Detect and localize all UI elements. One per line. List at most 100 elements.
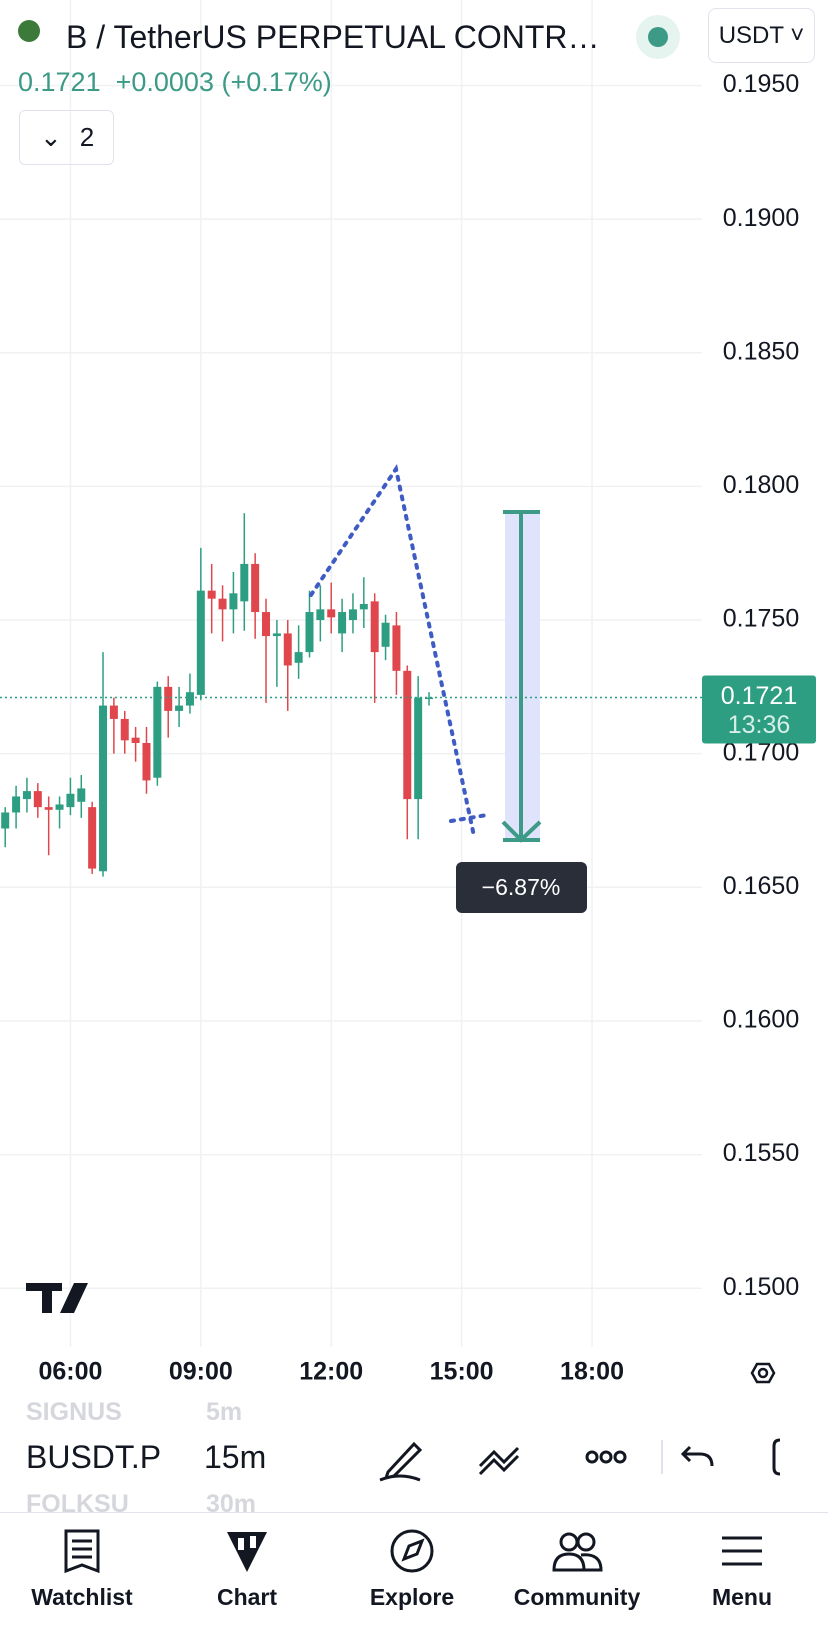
candle-body [370,601,379,653]
candle-body [359,604,368,610]
fullscreen-icon[interactable] [772,1438,781,1476]
measure-head [501,820,542,843]
candle-body [66,793,75,808]
y-tick-label: 0.1650 [723,872,799,900]
icon [390,1529,434,1573]
candle-body [251,563,260,613]
y-tick-label: 0.1750 [723,605,799,633]
y-tick-label: 0.1500 [723,1273,799,1301]
nav-label: Chart [216,1584,278,1610]
coin-icon [18,20,40,42]
price-row: 0.1721 +0.0003 (+0.17%) [18,67,332,98]
x-tick-label: 09:00 [169,1358,233,1386]
candle-body [22,791,31,800]
interval[interactable]: 15m [204,1439,267,1475]
candle-body [348,609,357,621]
logo [26,1283,88,1313]
x-tick-label: 15:00 [430,1358,494,1386]
candle-body [77,788,86,802]
toolbar [379,1438,781,1482]
candle-body [142,742,151,781]
indicators-toggle[interactable]: ⌄ 2 [19,110,114,165]
candle-body [207,590,216,599]
candle-body [414,697,423,800]
candle-body [218,598,227,610]
interval-prev[interactable]: 5m [206,1398,243,1426]
candle-body [175,705,184,711]
indicators-count: 2 [79,122,95,152]
symbol-next[interactable]: FOLKSU [26,1490,129,1518]
settings-icon[interactable] [750,1362,776,1384]
candle-body [109,705,118,719]
icon [64,1529,100,1574]
candle-body [403,670,412,800]
path-drawing [309,463,489,838]
change: +0.0003 [115,67,214,97]
x-tick-label: 12:00 [299,1358,363,1386]
candle-body [294,652,303,663]
y-tick-label: 0.1900 [723,204,799,232]
candle-body [240,563,249,602]
currency-button[interactable]: USDT ˅ [708,8,815,63]
nav-menu[interactable]: Menu [667,1520,817,1611]
y-tick-label: 0.1800 [723,471,799,499]
measure-label-box [456,862,587,913]
candle-body [185,692,194,706]
symbol-prev[interactable]: SIGNUS [26,1398,122,1426]
icon [227,1532,267,1572]
candle-body [338,612,347,634]
candle-body [392,625,401,671]
nav-watchlist[interactable]: Watchlist [7,1520,157,1611]
change-percent: (+0.17%) [221,67,332,97]
price: 0.1721 [18,67,101,97]
nav-chart[interactable]: Chart [172,1520,322,1611]
undo-icon[interactable] [680,1445,714,1467]
trend-icon[interactable] [478,1446,520,1476]
candle-body [1,812,10,829]
x-tick-label: 18:00 [560,1358,624,1386]
candle-body [88,807,97,869]
candle-body [44,807,53,810]
candle-body [55,804,64,810]
last-price-label: 0.1721 [721,682,797,710]
y-tick-label: 0.1850 [723,337,799,365]
candle-body [381,622,390,647]
candle-body [229,593,238,610]
candle-body [12,796,21,813]
candle-body [120,718,129,741]
symbol-current[interactable]: BUSDT.P [26,1439,162,1475]
draw-icon[interactable] [379,1441,423,1482]
candle-body [327,609,336,618]
candle-body [196,590,205,695]
candle-body [164,686,173,711]
candle-body [262,612,271,637]
status [636,15,680,59]
nav-community[interactable]: Community [502,1520,652,1611]
nav-explore[interactable]: Explore [337,1520,487,1611]
nav-label: Menu [711,1584,773,1610]
candle-body [99,705,108,872]
measure-label: −6.87% [482,874,561,900]
nav-divider [0,1512,828,1513]
candle-body [316,609,325,621]
last-price-box [702,675,816,744]
countdown: 13:36 [728,711,791,739]
chart: −6.87% 0.1950 0.1900 0.1850 0.1800 0.1750 0.1… [0,0,816,1386]
x-tick-label: 06:00 [38,1358,102,1386]
y-tick-label: 0.1600 [723,1006,799,1034]
interval-next[interactable]: 30m [206,1490,257,1518]
candle-body [272,633,281,637]
candle-body [283,633,292,666]
nav-label: Community [513,1584,641,1610]
symbol-title: B / TetherUS PERPETUAL CONTR… [66,19,600,55]
nav-label: Explore [369,1584,455,1610]
currency: USDT [718,22,784,49]
icon [552,1532,603,1572]
icon [722,1536,762,1566]
status-dot [648,27,668,47]
more-icon[interactable] [585,1450,627,1464]
nav-label: Watchlist [31,1584,133,1610]
candle-body [153,686,162,778]
candle-body [305,612,314,653]
